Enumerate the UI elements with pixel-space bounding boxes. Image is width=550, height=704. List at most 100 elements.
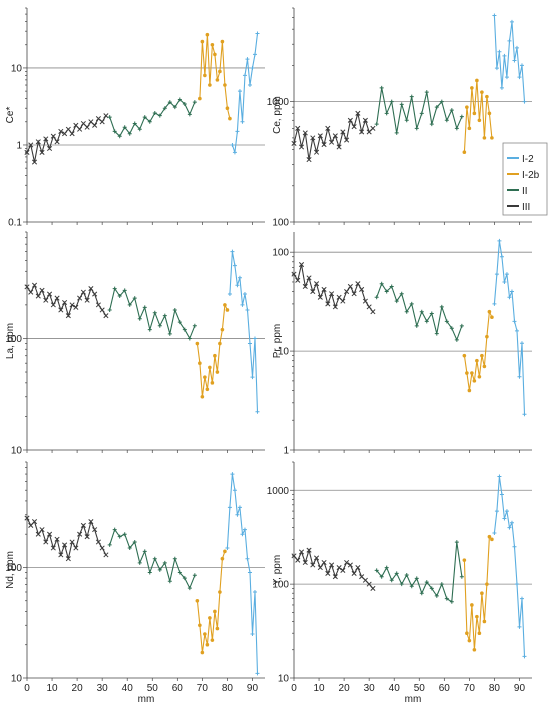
data-point — [103, 313, 109, 319]
data-point — [28, 289, 34, 295]
data-point — [245, 307, 250, 312]
y-axis-label: Ce* — [5, 107, 16, 124]
data-point — [122, 125, 127, 130]
y-tick-label: 0.1 — [8, 218, 22, 229]
data-point — [142, 305, 147, 310]
data-point — [250, 65, 255, 70]
data-point — [424, 580, 429, 585]
data-point — [336, 144, 342, 150]
data-point — [28, 142, 34, 148]
series-line — [376, 542, 463, 603]
x-tick-label: 60 — [172, 683, 184, 694]
data-point — [208, 616, 212, 620]
data-point — [454, 126, 459, 131]
data-point — [210, 638, 215, 642]
data-point — [162, 313, 167, 318]
series-ii — [374, 85, 464, 135]
data-point — [302, 559, 308, 566]
data-point — [230, 472, 235, 477]
data-point — [359, 129, 365, 135]
data-point — [482, 136, 487, 140]
data-point — [310, 562, 316, 568]
data-point — [298, 549, 305, 555]
series-line — [293, 264, 374, 313]
data-point — [389, 284, 394, 289]
data-point — [499, 254, 504, 259]
data-point — [200, 650, 205, 655]
data-point — [77, 531, 83, 537]
legend-label: I-2 — [522, 154, 534, 165]
y-tick-label: 10 — [11, 63, 23, 74]
data-point — [355, 565, 361, 571]
data-point — [210, 42, 215, 47]
data-point — [366, 581, 372, 587]
data-point — [404, 573, 409, 578]
series-line — [109, 528, 196, 590]
data-point — [157, 113, 162, 118]
data-point — [321, 286, 327, 293]
data-point — [490, 537, 494, 542]
data-point — [429, 122, 434, 127]
data-point — [504, 272, 509, 277]
data-point — [424, 90, 429, 95]
data-point — [467, 126, 472, 131]
data-point — [195, 598, 200, 603]
y-tick-label: 10 — [11, 446, 23, 457]
data-point — [122, 288, 127, 293]
data-point — [344, 559, 350, 566]
data-point — [414, 576, 419, 581]
data-point — [157, 567, 162, 572]
data-point — [424, 319, 429, 324]
data-point — [220, 556, 225, 561]
legend-label: II — [522, 186, 528, 197]
data-point — [208, 83, 212, 87]
data-point — [112, 527, 117, 532]
data-point — [137, 316, 142, 321]
data-point — [409, 94, 414, 99]
x-tick-label: 50 — [147, 683, 159, 694]
data-point — [310, 288, 316, 295]
data-point — [198, 96, 202, 101]
data-point — [152, 111, 157, 116]
series-ii — [107, 97, 197, 139]
data-point — [122, 532, 127, 537]
data-point — [200, 394, 205, 399]
y-tick-label: 100 — [272, 248, 289, 259]
data-point — [302, 130, 308, 136]
data-point — [317, 294, 323, 300]
data-point — [499, 492, 504, 497]
data-point — [459, 114, 464, 119]
data-point — [329, 291, 335, 297]
data-point — [232, 263, 237, 268]
data-point — [492, 531, 497, 536]
data-point — [399, 291, 404, 296]
data-point — [220, 327, 225, 332]
data-point — [472, 379, 477, 383]
data-point — [152, 310, 157, 315]
series-line — [293, 548, 374, 589]
data-point — [514, 45, 519, 50]
data-point — [65, 556, 71, 562]
data-point — [240, 119, 245, 124]
data-point — [245, 57, 250, 62]
data-point — [366, 304, 372, 310]
data-point — [84, 124, 90, 130]
data-point — [504, 75, 509, 80]
data-point — [117, 134, 122, 139]
data-point — [374, 568, 379, 573]
data-point — [103, 552, 109, 558]
data-point — [205, 387, 210, 392]
data-point — [317, 565, 323, 571]
data-point — [509, 19, 514, 24]
data-point — [477, 374, 482, 379]
series-line — [376, 87, 463, 133]
data-point — [362, 117, 368, 123]
data-point — [203, 73, 207, 78]
panel-pr-ppm: 1 10 100 Pr, ppm — [272, 232, 532, 457]
series-i-2 — [227, 249, 260, 414]
data-point — [389, 578, 394, 583]
data-point — [242, 73, 247, 78]
legend-entry-iii: III — [507, 202, 530, 213]
y-tick-label: 100 — [272, 580, 289, 591]
data-point — [35, 531, 41, 537]
